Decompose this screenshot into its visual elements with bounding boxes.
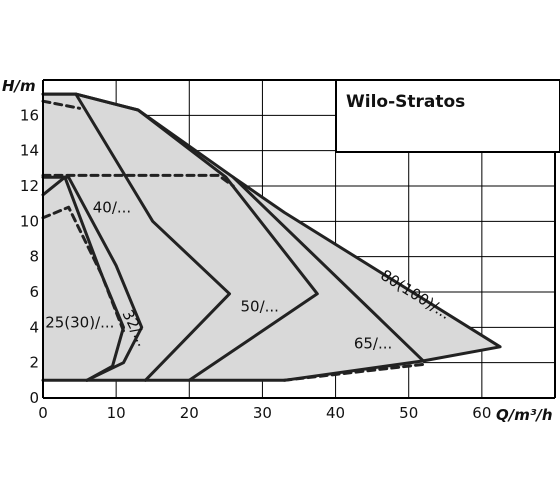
y-tick-label: 8 [29,248,39,266]
y-tick-label: 10 [20,212,39,230]
series-line-7 [74,92,425,363]
y-tick-label: 12 [20,177,39,195]
series-line-5 [41,92,319,382]
tick-labels: 0 10 20 30 40 50 60 0 2 4 6 8 10 12 14 16 [20,106,491,422]
curves [41,92,502,382]
x-axis-label: Q/m³/h [496,406,553,424]
curve-label: 50/... [240,297,278,315]
y-tick-label: 16 [20,106,39,124]
x-tick-label: 10 [107,404,126,422]
series-line-1 [41,205,125,333]
title-box [335,79,560,153]
x-tick-label: 30 [253,404,272,422]
x-tick-label: 0 [38,404,48,422]
series-line-2 [41,175,144,382]
x-tick-label: 40 [326,404,345,422]
x-tick-label: 20 [180,404,199,422]
chart-title: Wilo-Stratos [346,92,465,112]
y-tick-label: 2 [29,354,39,372]
series-line-4 [41,99,82,110]
curve-label: 40/... [93,199,131,217]
series-line-9 [41,175,502,382]
y-axis-label: H/m [2,77,36,95]
curve-label: 25(30)/... [45,313,114,331]
series-line-6 [41,173,235,188]
y-tick-label: 4 [29,318,39,336]
y-tick-label: 0 [29,389,39,407]
curve-label: 65/... [354,335,392,353]
x-tick-label: 50 [399,404,418,422]
y-tick-label: 14 [20,142,39,160]
x-tick-label: 60 [472,404,491,422]
y-tick-label: 6 [29,283,39,301]
